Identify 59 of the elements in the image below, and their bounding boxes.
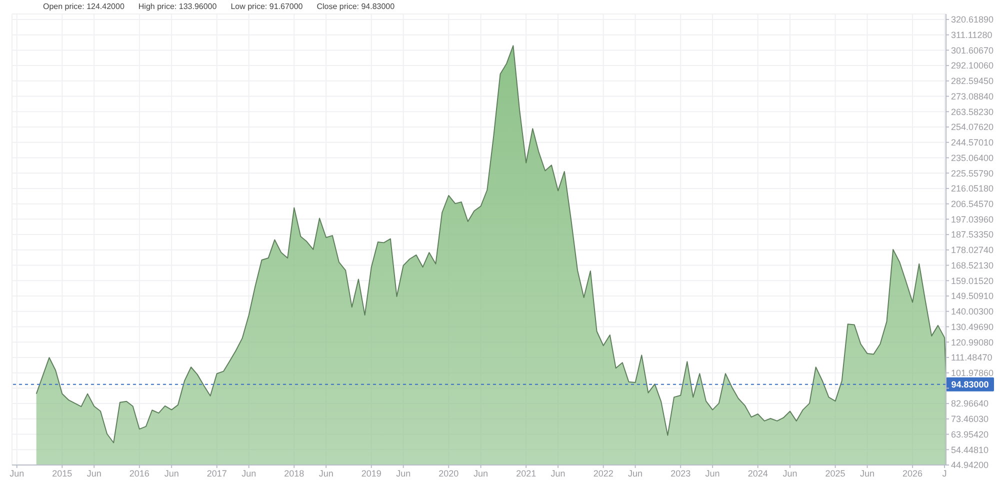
y-tick-label: 216.05180: [951, 184, 994, 194]
y-tick-label: 235.06400: [951, 152, 994, 163]
y-tick-label: 292.10060: [951, 60, 994, 71]
x-tick-label: 2015: [52, 468, 72, 478]
x-tick-label: Jun: [242, 468, 256, 478]
x-tick-label: 2016: [129, 468, 150, 478]
x-tick-label: Jun: [474, 468, 488, 478]
y-tick-label: 206.54570: [951, 199, 994, 210]
y-tick-label: 244.57010: [951, 138, 994, 148]
x-tick-label: Jun: [860, 468, 875, 478]
x-tick-label: Jun: [164, 468, 179, 478]
y-tick-label: 187.53350: [951, 230, 994, 240]
y-tick-label: 54.44810: [951, 444, 989, 455]
y-tick-label: 73.46030: [951, 414, 989, 424]
x-tick-label: 2019: [361, 468, 382, 478]
y-tick-label: 178.02740: [951, 245, 994, 256]
y-tick-label: 111.48470: [951, 352, 992, 363]
y-tick-label: 282.59450: [951, 76, 994, 86]
x-tick-label: Jun: [396, 468, 411, 478]
x-tick-label: 2023: [670, 468, 691, 478]
ref-line-label: 94.83000: [951, 379, 989, 390]
y-tick-label: 140.00300: [951, 306, 994, 317]
y-tick-label: 159.01520: [951, 276, 994, 286]
x-tick-label: 2026: [902, 468, 923, 478]
x-tick-label: Jun: [628, 468, 643, 478]
y-tick-label: 225.55790: [951, 168, 994, 178]
x-tick-label: 2025: [825, 468, 846, 478]
x-tick-label: Jun: [705, 468, 720, 478]
text: Close price: 94.83000: [316, 2, 395, 11]
y-tick-label: 311.11280: [951, 30, 992, 40]
x-tick-label: 2020: [438, 468, 459, 478]
x-tick-label: 2018: [284, 468, 304, 478]
y-tick-label: 82.96640: [951, 398, 989, 409]
x-tick-label: 2021: [516, 468, 536, 478]
y-tick-label: 101.97860: [951, 368, 994, 378]
y-tick-label: 197.03960: [951, 214, 994, 224]
text: High price: 133.96000: [138, 2, 217, 11]
x-tick-label: Jun: [10, 468, 24, 478]
x-tick-label: Jun: [550, 468, 566, 478]
x-tick-label: 2017: [206, 468, 227, 478]
x-tick-label: Jun: [782, 468, 798, 478]
y-tick-label: 120.99080: [951, 337, 994, 348]
x-tick-label: 2024: [748, 468, 768, 478]
x-tick-label: Jun: [318, 468, 334, 478]
text: Open price: 124.42000: [43, 2, 124, 11]
y-tick-label: 130.49690: [951, 322, 994, 332]
y-tick-label: 301.60670: [951, 45, 994, 56]
x-tick-label: J: [942, 468, 947, 478]
text: Low price: 91.67000: [230, 2, 303, 11]
y-tick-label: 273.08840: [951, 91, 994, 102]
y-tick-label: 168.52130: [951, 260, 994, 270]
y-tick-label: 149.50910: [951, 291, 994, 302]
y-tick-label: 254.07620: [951, 122, 994, 132]
y-tick-label: 320.61890: [951, 14, 994, 25]
y-tick-label: 263.58230: [951, 106, 994, 117]
y-tick-label: 63.95420: [951, 429, 989, 440]
x-tick-label: 2022: [593, 468, 614, 478]
y-tick-label: 44.94200: [951, 460, 989, 470]
x-tick-label: Jun: [86, 468, 102, 478]
